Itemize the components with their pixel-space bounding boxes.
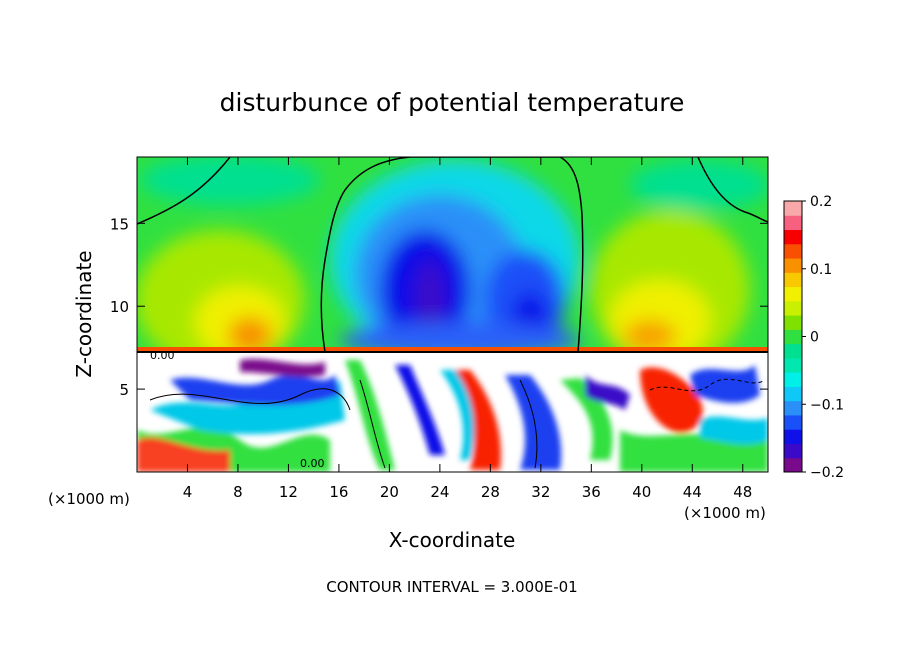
x-tick-label-48: 48 (733, 483, 752, 501)
lower-blue-4 (690, 365, 760, 403)
colorbar-segment-16 (784, 229, 802, 245)
lower-purple-3 (585, 375, 630, 410)
lower-contour-2 (359, 379, 386, 469)
colorbar-label-2: 0 (810, 330, 819, 346)
colorbar-segment-8 (784, 343, 802, 359)
colorbar-segment-0 (784, 457, 802, 473)
colorbar (784, 201, 802, 473)
lower-cyan-2 (440, 370, 475, 460)
warm-lobe-left-core (228, 317, 272, 353)
lower-cyan-4 (700, 416, 768, 445)
lower-contour-3 (519, 379, 538, 469)
x-tick-label-40: 40 (632, 483, 651, 501)
x-axis-ticks: 4 8 12 16 20 24 28 32 36 40 44 48 (183, 157, 752, 501)
lower-blue-3 (505, 375, 562, 470)
lower-red-1 (137, 437, 230, 472)
x-tick-label-12: 12 (279, 483, 298, 501)
zero-contour-center (320, 157, 584, 353)
x-axis-label: X-coordinate (389, 528, 516, 552)
colorbar-segment-9 (784, 329, 802, 345)
y-tick-label-5: 5 (119, 381, 129, 399)
x-unit-left: (×1000 m) (48, 490, 130, 508)
colorbar-segment-1 (784, 443, 802, 459)
colorbar-ticks: 0.2 0.1 0 −0.1 −0.2 (802, 194, 844, 481)
x-unit-right: (×1000 m) (684, 504, 766, 522)
lower-red-3 (640, 367, 703, 433)
x-tick-label-8: 8 (233, 483, 243, 501)
x-tick-label-16: 16 (329, 483, 348, 501)
cold-core-4 (415, 260, 445, 340)
colorbar-segment-14 (784, 258, 802, 273)
colorbar-segment-17 (784, 215, 802, 231)
cool-top-left (140, 157, 320, 205)
lower-contour-1 (149, 388, 351, 411)
contour-label-1: 0.00 (150, 349, 175, 362)
zero-contour-right (697, 157, 768, 223)
x-tick-label-44: 44 (683, 483, 702, 501)
x-tick-label-4: 4 (183, 483, 193, 501)
colorbar-segment-5 (784, 386, 802, 402)
colorbar-segment-11 (784, 300, 802, 316)
plot-frame (136, 156, 769, 473)
x-tick-label-36: 36 (582, 483, 601, 501)
cool-top-right (630, 160, 768, 210)
colorbar-label-0: 0.2 (810, 194, 832, 210)
colorbar-label-4: −0.2 (810, 465, 844, 481)
colorbar-segment-6 (784, 372, 802, 387)
colorbar-label-1: 0.1 (810, 262, 832, 278)
x-tick-label-24: 24 (430, 483, 449, 501)
lower-purple-1 (240, 358, 325, 377)
colorbar-segment-12 (784, 286, 802, 302)
lower-blue-2 (395, 365, 445, 455)
y-tick-label-15: 15 (110, 215, 129, 233)
lower-green-3 (560, 378, 613, 460)
warm-lobe-right-core (624, 320, 676, 352)
colorbar-label-3: −0.1 (810, 397, 844, 413)
zero-contour-left (137, 157, 231, 225)
colorbar-segment-2 (784, 429, 802, 444)
y-axis-ticks: 5 10 15 (110, 215, 768, 399)
colorbar-segment-15 (784, 243, 802, 259)
x-tick-label-28: 28 (481, 483, 500, 501)
contour-label-2: 0.00 (300, 457, 325, 470)
chart-title: disturbunce of potential temperature (220, 88, 685, 117)
colorbar-segment-3 (784, 414, 802, 430)
y-axis-label: Z-coordinate (72, 250, 96, 377)
colorbar-segment-4 (784, 400, 802, 416)
contour-interval-note: CONTOUR INTERVAL = 3.000E-01 (326, 578, 577, 596)
interface-band (137, 347, 768, 353)
colorbar-segment-10 (784, 315, 802, 330)
colorbar-segment-18 (784, 201, 802, 216)
colorbar-segment-13 (784, 272, 802, 288)
colorbar-segment-7 (784, 357, 802, 373)
plot-area (137, 157, 768, 472)
x-tick-label-20: 20 (380, 483, 399, 501)
x-tick-label-32: 32 (531, 483, 550, 501)
y-tick-label-10: 10 (110, 298, 129, 316)
